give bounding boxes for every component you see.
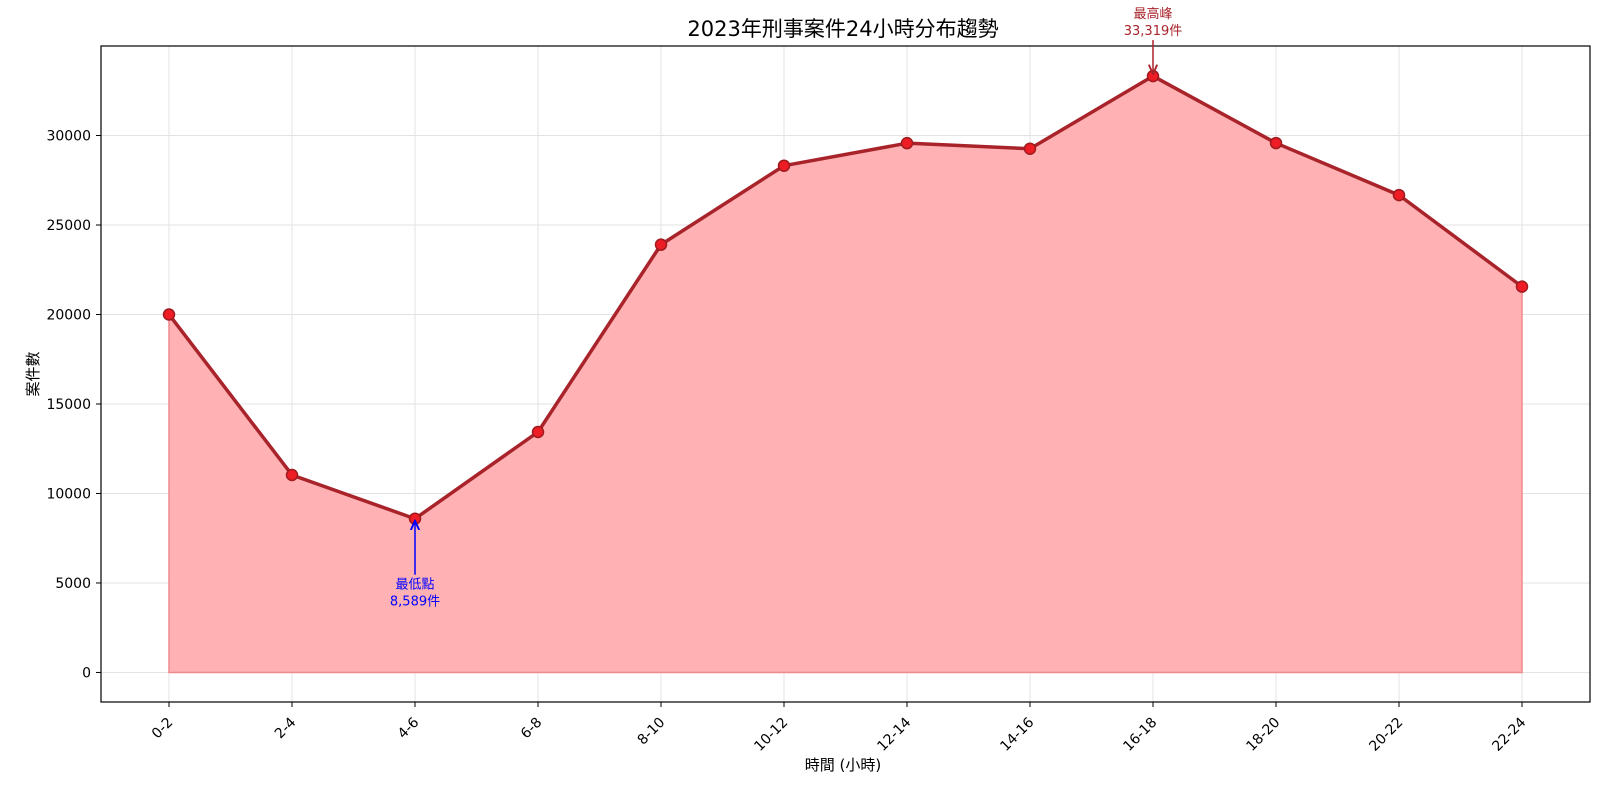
y-tick-label: 25000 bbox=[46, 218, 91, 234]
y-tick-label: 0 bbox=[82, 665, 91, 681]
x-tick-label-16-18: 16-18 bbox=[1120, 715, 1160, 755]
data-point-8-10 bbox=[654, 238, 668, 251]
annotation-low-value: 8,589件 bbox=[390, 595, 440, 610]
data-point-22-24 bbox=[1515, 280, 1529, 293]
x-tick-label-18-20: 18-20 bbox=[1243, 715, 1283, 755]
x-tick-label-12-14: 12-14 bbox=[874, 715, 914, 755]
data-point-12-14 bbox=[900, 136, 914, 150]
annotation-low-label: 最低點 bbox=[395, 578, 434, 593]
data-point-14-16 bbox=[1023, 142, 1037, 155]
area-fill bbox=[168, 75, 1523, 674]
x-tick-label-20-22: 20-22 bbox=[1366, 715, 1406, 755]
y-tick-label: 10000 bbox=[46, 486, 91, 502]
data-point-6-8 bbox=[531, 425, 545, 439]
x-tick-label-0-2: 0-2 bbox=[149, 715, 176, 742]
x-axis-title: 時間 (小時) bbox=[805, 756, 881, 774]
y-tick-label: 5000 bbox=[55, 576, 91, 592]
plot-frame bbox=[100, 45, 1591, 703]
y-axis-title: 案件數 bbox=[24, 351, 42, 396]
y-tick-label: 20000 bbox=[46, 307, 91, 323]
data-point-2-4 bbox=[285, 468, 299, 482]
data-point-18-20 bbox=[1269, 136, 1283, 150]
x-tick-label-4-6: 4-6 bbox=[395, 715, 423, 743]
y-tick-label: 15000 bbox=[46, 397, 91, 413]
x-tick-label-8-10: 8-10 bbox=[635, 715, 669, 749]
annotation-peak-value: 33,319件 bbox=[1124, 24, 1183, 39]
annotation-peak-label: 最高峰 bbox=[1133, 6, 1172, 22]
chart-title: 2023年刑事案件24小時分布趨勢 bbox=[687, 17, 998, 41]
x-tick-label-6-8: 6-8 bbox=[518, 715, 545, 742]
x-tick-label-10-12: 10-12 bbox=[751, 715, 791, 755]
x-tick-label-2-4: 2-4 bbox=[272, 715, 300, 743]
series-line bbox=[167, 74, 1524, 521]
x-tick-label-22-24: 22-24 bbox=[1489, 715, 1529, 755]
data-point-0-2 bbox=[162, 308, 176, 321]
data-point-20-22 bbox=[1392, 188, 1406, 202]
data-point-10-12 bbox=[777, 159, 791, 172]
y-tick-label: 30000 bbox=[46, 128, 91, 144]
x-tick-label-14-16: 14-16 bbox=[997, 715, 1037, 755]
